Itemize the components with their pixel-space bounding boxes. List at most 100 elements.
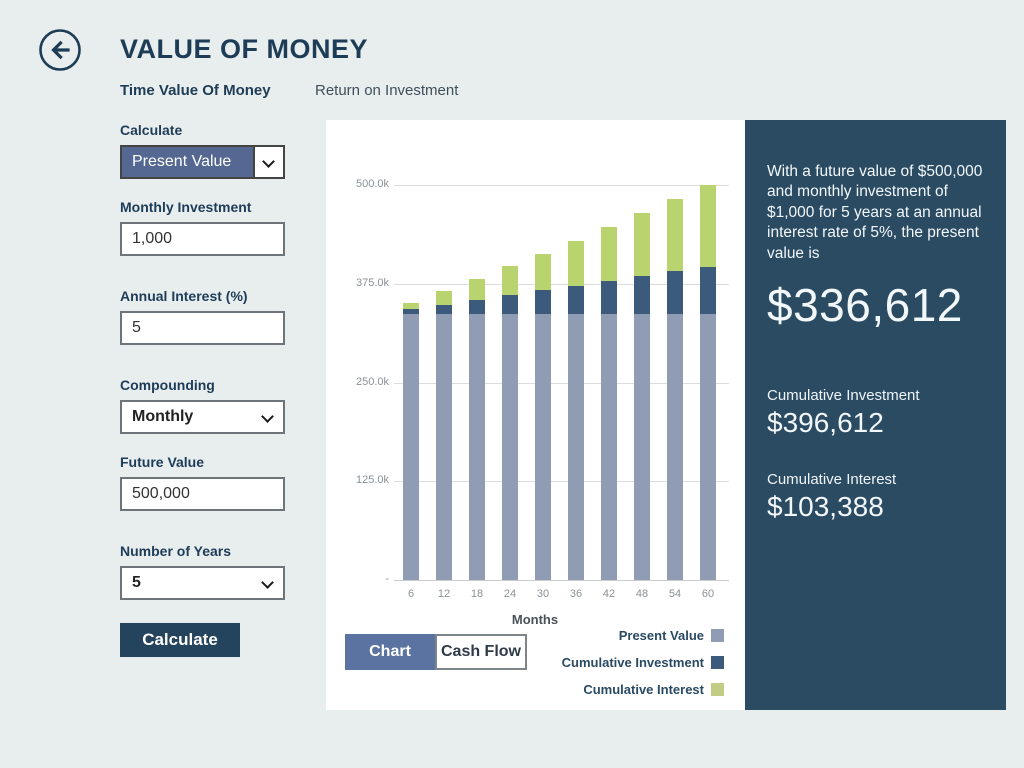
bar-segment [601,227,617,281]
monthly-investment-field: Monthly Investment [120,199,285,256]
bar-segment [601,314,617,580]
bar-segment [502,266,518,296]
result-summary: With a future value of $500,000 and mont… [767,163,983,262]
bar-segment [568,285,584,315]
annual-interest-input[interactable] [120,311,285,345]
cumulative-interest-label: Cumulative Interest [767,471,897,489]
gridline [394,283,729,285]
bar-segment [634,314,650,580]
y-axis-tick-label: 125.0k [355,474,389,487]
bar-segment [700,266,716,315]
bar-segment [667,314,683,580]
x-axis-line [394,580,729,581]
bar-segment [535,253,551,291]
x-axis-tick-label: 18 [470,588,484,600]
monthly-investment-label: Monthly Investment [120,199,252,215]
bar-segment [469,314,485,580]
bar-segment [469,278,485,300]
future-value-input[interactable] [120,477,285,511]
chevron-down-icon [261,410,274,423]
annual-interest-label: Annual Interest (%) [120,288,248,304]
compounding-select[interactable]: Monthly [120,400,285,434]
bar-segment [403,302,419,310]
chart-toggle-button[interactable]: Chart [345,634,435,670]
x-axis-title: Months [511,612,559,627]
calculate-select-value: Present Value [132,153,232,170]
back-arrow-icon [39,29,81,71]
bar-segment [403,314,419,580]
bar-segment [667,199,683,272]
number-of-years-select[interactable]: 5 [120,566,285,600]
chart-plot: - 125.0k 250.0k 375.0k 500.0k 6 12 18 24 30 36 42 48… [326,120,745,710]
bar-segment [436,314,452,580]
x-axis-tick-label: 24 [503,588,517,600]
cumulative-interest-value: $103,388 [767,491,884,523]
future-value-label: Future Value [120,454,205,470]
calculate-field: Calculate Present Value [120,122,285,179]
compounding-select-value: Monthly [132,408,194,425]
gridline [394,382,729,384]
cumulative-interest-swatch [711,683,724,696]
x-axis-tick-label: 6 [407,588,415,600]
page-title: VALUE OF MONEY [120,34,369,64]
cumulative-investment-value: $396,612 [767,407,884,439]
x-axis-tick-label: 54 [668,588,682,600]
x-axis-tick-label: 48 [635,588,649,600]
calculate-label: Calculate [120,122,183,138]
chevron-box [253,147,283,177]
bar-segment [700,185,716,267]
chevron-down-icon [261,576,274,589]
legend-item-cumulative-investment: Cumulative Investment [562,655,724,670]
x-axis-tick-label: 30 [536,588,550,600]
bar-segment [502,314,518,580]
bar-segment [634,276,650,315]
cumulative-investment-swatch [711,656,724,669]
compounding-field: Compounding Monthly [120,377,285,434]
bar-segment [568,240,584,286]
bar-segment [403,309,419,315]
bar-segment [469,299,485,315]
bar-segment [436,290,452,305]
bar-segment [535,314,551,580]
view-toggle: Chart Cash Flow [345,634,527,670]
cumulative-investment-label: Cumulative Investment [767,387,920,405]
x-axis-tick-label: 42 [602,588,616,600]
y-axis-tick-label: 375.0k [355,276,389,289]
number-of-years-field: Number of Years 5 [120,543,285,600]
number-of-years-label: Number of Years [120,543,232,559]
chart-card: - 125.0k 250.0k 375.0k 500.0k 6 12 18 24 30 36 42 48… [326,120,745,710]
tab-return-on-investment[interactable]: Return on Investment [315,82,459,99]
legend-item-cumulative-interest: Cumulative Interest [562,682,724,697]
future-value-field: Future Value [120,454,285,511]
legend-label: Cumulative Interest [583,682,704,697]
bar-segment [436,304,452,315]
bar-segment [568,314,584,580]
monthly-investment-input[interactable] [120,222,285,256]
compounding-label: Compounding [120,377,215,393]
x-axis-tick-label: 36 [569,588,583,600]
back-button[interactable] [38,28,82,72]
legend-item-present-value: Present Value [562,628,724,643]
bar-segment [634,213,650,277]
annual-interest-field: Annual Interest (%) [120,288,285,345]
gridline [394,481,729,483]
present-value-result: $336,612 [767,279,963,332]
bar-segment [601,280,617,315]
legend-label: Present Value [618,628,704,643]
present-value-swatch [711,629,724,642]
cash-flow-toggle-button[interactable]: Cash Flow [435,634,527,670]
x-axis-tick-label: 12 [437,588,451,600]
y-axis-tick-label: - [385,573,389,585]
y-axis-tick-label: 500.0k [355,178,389,190]
chart-legend: Present Value Cumulative Investment Cumu… [562,628,724,709]
bar-segment [535,290,551,315]
number-of-years-select-value: 5 [132,574,141,591]
calculate-button[interactable]: Calculate [120,623,240,657]
bar-segment [502,295,518,315]
x-axis-tick-label: 60 [701,588,715,600]
bar-segment [667,271,683,315]
tab-time-value-of-money[interactable]: Time Value Of Money [120,82,271,99]
calculate-select[interactable]: Present Value [120,145,285,179]
result-panel: With a future value of $500,000 and mont… [745,120,1006,710]
